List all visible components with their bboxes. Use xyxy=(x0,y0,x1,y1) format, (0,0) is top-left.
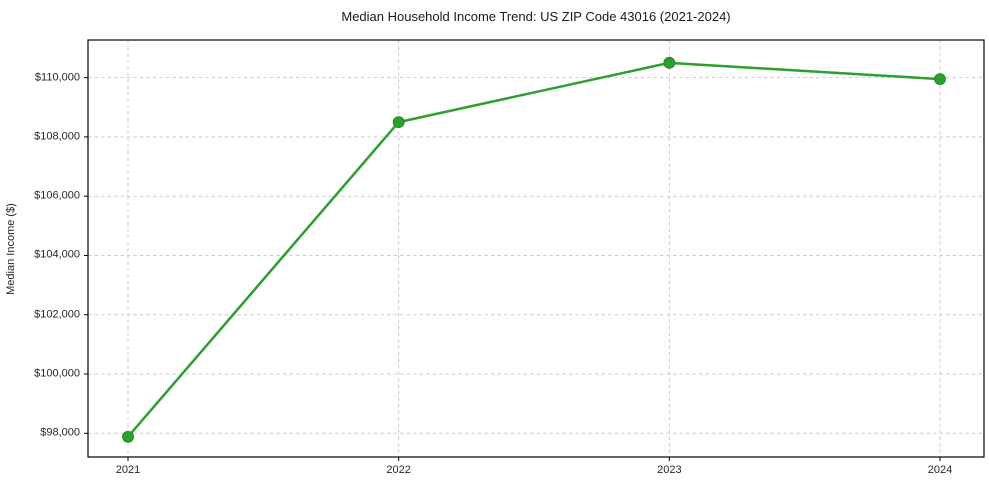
data-point-2022 xyxy=(392,116,405,128)
plot-border xyxy=(87,39,985,458)
x-tick-label: 2023 xyxy=(657,464,682,476)
y-tick-label: $98,000 xyxy=(40,426,80,439)
x-tick-label: 2022 xyxy=(386,464,411,476)
data-point-2021 xyxy=(122,430,134,443)
y-tick-label: $108,000 xyxy=(34,130,80,143)
x-tick-label: 2024 xyxy=(927,464,953,476)
data-point-2024 xyxy=(934,73,946,86)
trend-line xyxy=(126,61,942,439)
x-tick-label: 2021 xyxy=(115,464,141,476)
y-tick-label: $110,000 xyxy=(34,71,80,84)
y-tick-label: $102,000 xyxy=(34,308,80,321)
chart-title: Median Household Income Trend: US ZIP Co… xyxy=(341,9,731,24)
data-point-2023 xyxy=(663,56,676,69)
y-tick-label: $106,000 xyxy=(34,189,80,202)
y-tick-label: $104,000 xyxy=(34,248,80,261)
y-tick-label: $100,000 xyxy=(34,367,80,380)
